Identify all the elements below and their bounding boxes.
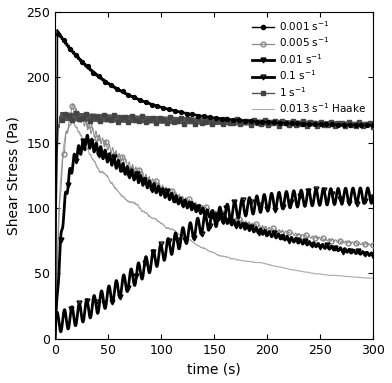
Legend: 0.001 s$^{-1}$, 0.005 s$^{-1}$, 0.01 s$^{-1}$, 0.1 s$^{-1}$, 1 s$^{-1}$, 0.013 s: 0.001 s$^{-1}$, 0.005 s$^{-1}$, 0.01 s$^…	[249, 17, 368, 117]
X-axis label: time (s): time (s)	[187, 362, 241, 376]
Y-axis label: Shear Stress (Pa): Shear Stress (Pa)	[7, 116, 21, 235]
